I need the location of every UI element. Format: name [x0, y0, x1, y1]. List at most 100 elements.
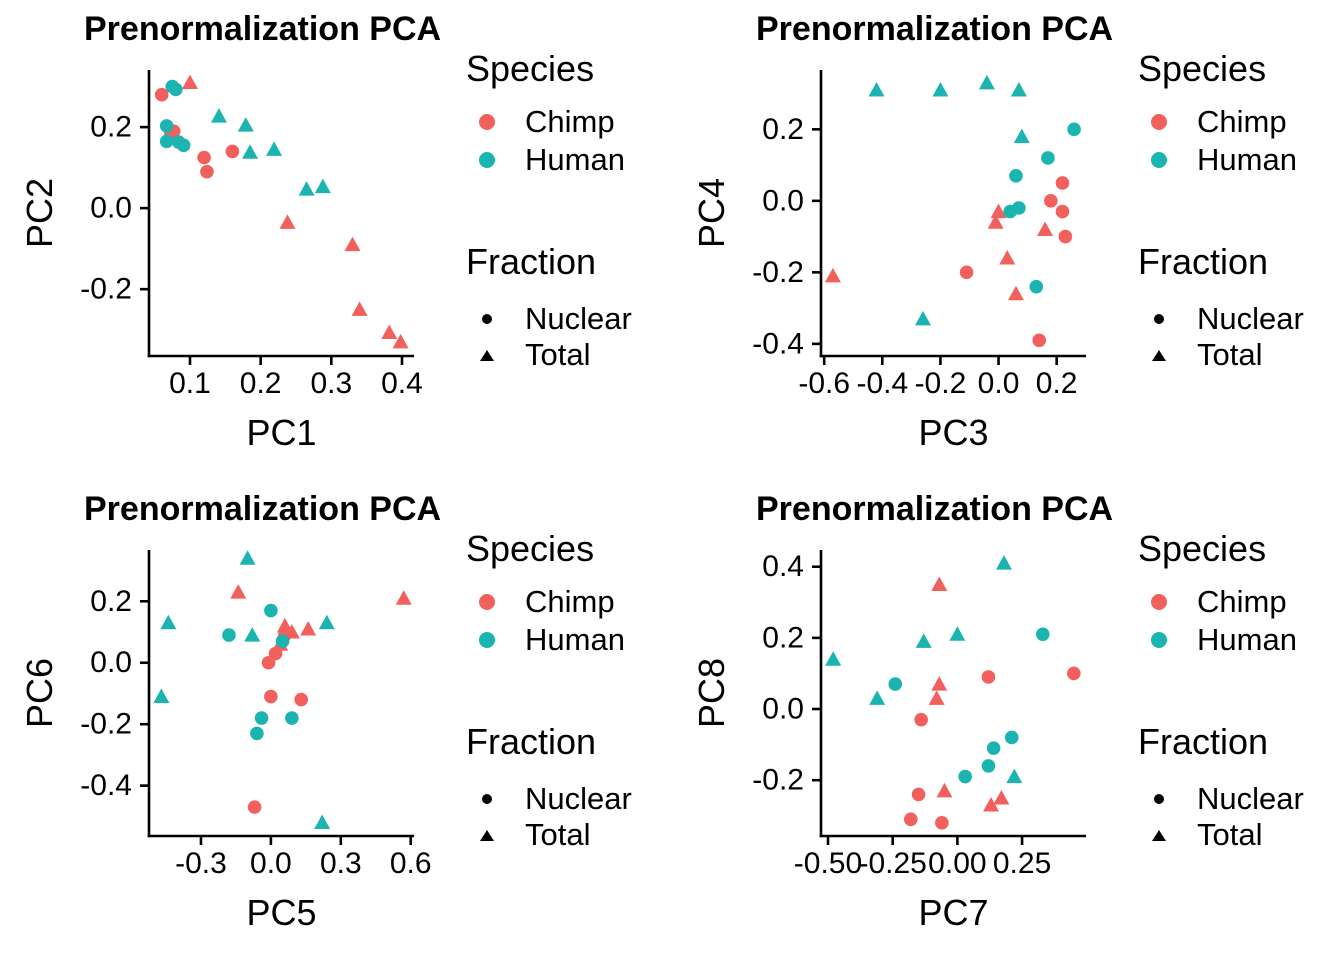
data-point	[981, 670, 996, 684]
data-point	[200, 164, 214, 179]
data-point	[344, 236, 361, 252]
pca-panel-pc3-pc4: Prenormalization PCA -0.6 -0.4 -0.2 0.0 0.2 0…	[672, 0, 1344, 480]
legend-item-label: Nuclear	[1197, 301, 1304, 336]
x-tick-label: 0.1	[169, 367, 211, 400]
data-point	[914, 310, 931, 326]
legend-item-label: Chimp	[525, 104, 615, 139]
human-dot-icon	[1138, 152, 1180, 168]
data-point	[1067, 122, 1081, 137]
data-point	[169, 82, 183, 97]
legend-item-human: Human	[1138, 621, 1297, 659]
legend-item-nuclear: Nuclear	[1138, 300, 1304, 338]
data-point	[1067, 666, 1081, 681]
x-tick-label: 0.25	[993, 847, 1051, 880]
data-point	[264, 689, 278, 704]
legend-item-label: Human	[525, 142, 625, 177]
data-point	[1003, 204, 1017, 219]
data-point	[935, 816, 949, 830]
legend-item-label: Total	[1197, 817, 1263, 852]
y-tick-label: 0.0	[90, 646, 132, 679]
x-tick-label: -0.4	[856, 367, 908, 400]
legend-item-label: Nuclear	[1197, 781, 1304, 816]
x-tick-label: 0.6	[390, 847, 432, 880]
y-tick-label: 0.0	[762, 693, 804, 726]
y-tick-label: -0.2	[752, 764, 804, 797]
data-point	[1010, 82, 1027, 97]
y-tick-label: 0.2	[762, 113, 804, 146]
legend-item-label: Human	[1197, 142, 1297, 177]
data-point	[279, 214, 296, 229]
data-point	[936, 782, 953, 798]
total-triangle-icon	[1138, 349, 1180, 361]
data-point	[1032, 333, 1047, 348]
data-point	[915, 633, 932, 648]
x-axis-label: PC3	[918, 412, 989, 453]
data-point	[931, 576, 948, 592]
x-tick-label: 0.00	[928, 847, 986, 880]
data-point	[159, 119, 174, 133]
scatter-plot-pc1-pc2: 0.1 0.2 0.3 0.4 0.2 0.0 -0.2	[80, 70, 423, 400]
data-point	[987, 214, 1004, 229]
data-point	[381, 324, 398, 340]
data-point	[1004, 730, 1019, 745]
data-point	[314, 178, 331, 194]
data-point	[264, 603, 278, 618]
data-point	[237, 117, 254, 132]
x-tick-label: 0.0	[978, 367, 1020, 400]
data-point	[999, 250, 1016, 265]
data-point	[210, 108, 227, 123]
data-point	[239, 550, 256, 565]
legend-item-nuclear: Nuclear	[466, 300, 632, 338]
y-tick-label: 0.4	[762, 550, 804, 583]
x-tick-label: 0.3	[310, 367, 352, 400]
data-point	[283, 624, 300, 639]
legend-item-label: Human	[525, 622, 625, 657]
chimp-dot-icon	[1138, 594, 1180, 610]
y-tick-label: 0.2	[90, 111, 132, 144]
data-point	[250, 726, 264, 741]
chimp-dot-icon	[1138, 114, 1180, 130]
data-point	[351, 301, 368, 316]
data-point	[959, 265, 974, 280]
data-point	[276, 617, 293, 633]
x-tick-label: -0.3	[175, 847, 227, 880]
x-tick-label: 0.2	[1036, 367, 1078, 400]
y-tick-label: 0.0	[90, 192, 132, 225]
x-tick-label: 0.2	[240, 367, 282, 400]
legend-item-total: Total	[1138, 336, 1262, 374]
legend-item-label: Human	[1197, 622, 1297, 657]
data-point	[903, 812, 918, 827]
legend-species-title: Species	[1138, 48, 1267, 89]
nuclear-circle-icon	[1138, 314, 1180, 324]
data-point	[1006, 768, 1023, 784]
legend-item-chimp: Chimp	[466, 103, 615, 141]
data-point	[254, 711, 269, 725]
data-point	[825, 651, 842, 666]
data-point	[1055, 204, 1070, 219]
data-point	[1037, 221, 1054, 236]
data-point	[932, 82, 949, 97]
y-tick-label: -0.2	[752, 256, 804, 289]
legend-fraction-title: Fraction	[1138, 721, 1269, 762]
data-point	[160, 614, 177, 630]
x-tick-label: -0.2	[915, 367, 967, 400]
y-axis-label: PC8	[691, 657, 732, 729]
legend-species-title: Species	[466, 528, 595, 569]
legend-item-total: Total	[466, 336, 590, 374]
data-point	[1009, 169, 1023, 183]
nuclear-circle-icon	[466, 794, 508, 804]
y-tick-label: -0.2	[80, 708, 132, 741]
data-point	[1044, 194, 1058, 208]
x-axis-label: PC1	[246, 412, 317, 453]
x-tick-label: -0.25	[858, 847, 926, 880]
y-tick-label: -0.4	[752, 327, 804, 360]
data-point	[159, 134, 174, 149]
data-point	[911, 787, 926, 802]
data-point	[294, 692, 308, 707]
data-point	[1029, 279, 1044, 294]
y-axis-label: PC4	[691, 177, 732, 249]
data-point	[1013, 128, 1030, 143]
data-point	[242, 144, 259, 159]
plot-title: Prenormalization PCA	[84, 10, 442, 48]
